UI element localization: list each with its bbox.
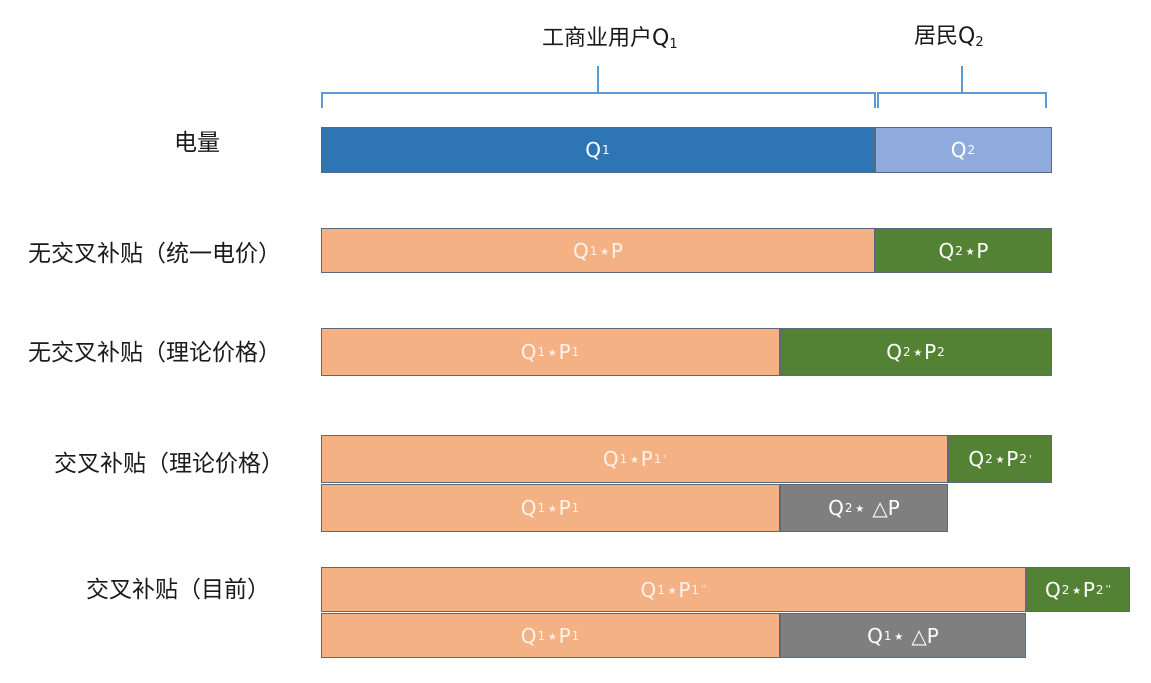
segment-q1-p1-prime: Q 1 ⋆P 1 ': [321, 435, 948, 483]
brace-lines: [321, 66, 1047, 108]
row-label-no-subsidy-theory: 无交叉补贴（理论价格）: [28, 340, 281, 366]
row-label-no-subsidy-uniform: 无交叉补贴（统一电价）: [28, 241, 281, 267]
segment-q2-p2-prime: Q 2 ⋆P 2 ': [948, 435, 1052, 483]
segment-q1-p1-double-prime: Q 1 ⋆P 1 '': [321, 567, 1026, 612]
segment-q1-p1-row4-base: Q 1 ⋆P 1: [321, 484, 780, 532]
segment-q2-p2: Q 2 ⋆P 2: [780, 328, 1052, 376]
brace-q2: [877, 66, 1047, 108]
segment-q2-p: Q 2 ⋆P: [875, 228, 1052, 273]
segment-q1-p: Q 1 ⋆P: [321, 228, 875, 273]
row-label-electricity: 电量: [174, 130, 220, 156]
brace-q1: [321, 66, 876, 108]
brace-title-q1: 工商业用户Q1: [542, 26, 678, 52]
segment-q1-p1-row5-base: Q 1 ⋆P 1: [321, 613, 780, 658]
row-label-subsidy-current: 交叉补贴（目前）: [86, 577, 270, 603]
segment-q1-p1: Q 1 ⋆P 1: [321, 328, 780, 376]
row-label-subsidy-theory: 交叉补贴（理论价格）: [54, 451, 284, 477]
brace-title-q2: 居民Q2: [914, 24, 984, 50]
segment-q2-p2-double-prime: Q 2 ⋆P 2 '': [1026, 567, 1130, 612]
